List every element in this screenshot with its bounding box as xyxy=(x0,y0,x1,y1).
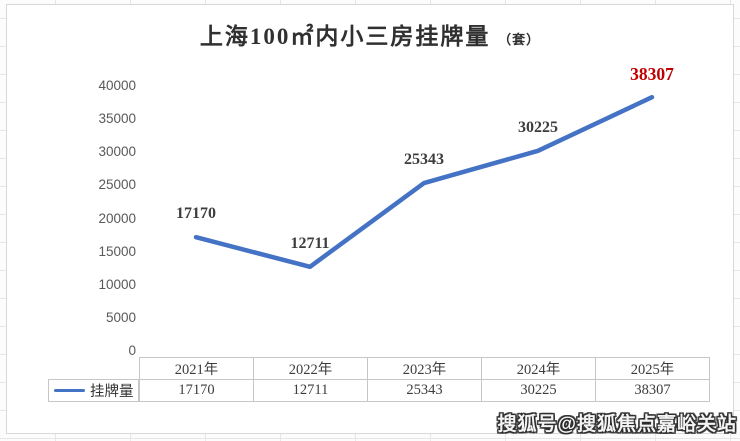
table-header-cell: 2022年 xyxy=(253,357,368,380)
watermark: 搜狐号@搜狐焦点嘉峪关站 xyxy=(497,414,737,435)
legend-line-icon xyxy=(54,388,85,393)
data-label: 17170 xyxy=(176,205,216,223)
data-label: 25343 xyxy=(404,151,444,169)
y-axis-tick-label: 40000 xyxy=(98,78,136,93)
table-header-cell: 2024年 xyxy=(481,357,596,380)
table-header-cell: 2025年 xyxy=(595,357,710,380)
y-axis-tick-label: 5000 xyxy=(105,309,136,325)
data-label: 30225 xyxy=(518,118,558,136)
table-header-cell: 2021年 xyxy=(139,357,254,380)
y-axis-tick-label: 0 xyxy=(128,343,136,358)
legend-label: 挂牌量 xyxy=(90,384,134,400)
data-table: 2021年 2022年 2023年 2024年 2025年 17170 12711 25343… xyxy=(139,357,710,402)
table-value-cell: 38307 xyxy=(595,379,710,402)
chart-title: 上海100㎡内小三房挂牌量 （套） xyxy=(7,17,733,51)
chart-area[interactable]: 上海100㎡内小三房挂牌量 （套） 0 5000 10000 15000 20000 25… xyxy=(6,4,734,434)
chart-title-text: 上海100㎡内小三房挂牌量 xyxy=(199,24,491,49)
data-label: 38307 xyxy=(630,64,674,85)
table-value-cell: 17170 xyxy=(139,379,254,402)
series-line xyxy=(193,94,655,270)
table-value-cell: 30225 xyxy=(481,379,596,402)
y-axis-tick-label: 35000 xyxy=(98,111,136,127)
y-axis-tick-label: 20000 xyxy=(98,210,136,226)
y-axis-tick-label: 25000 xyxy=(98,177,136,193)
chart-title-unit: （套） xyxy=(498,32,541,47)
data-label: 12711 xyxy=(290,234,330,252)
y-axis-tick-label: 30000 xyxy=(98,144,136,160)
legend: 挂牌量 xyxy=(48,379,139,402)
y-axis-tick-label: 10000 xyxy=(98,276,136,292)
table-value-cell: 25343 xyxy=(367,379,482,402)
table-value-cell: 12711 xyxy=(253,379,368,402)
line-plot xyxy=(193,94,655,270)
table-header-cell: 2023年 xyxy=(367,357,482,380)
y-axis-tick-label: 15000 xyxy=(98,243,136,259)
